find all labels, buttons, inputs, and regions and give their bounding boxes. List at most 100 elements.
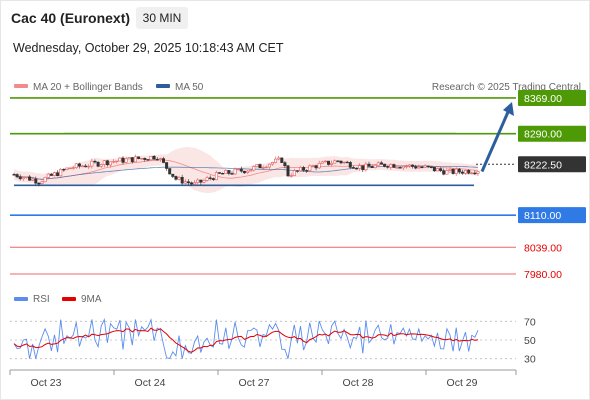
candle-body — [183, 181, 187, 184]
ma9-legend-swatch — [62, 297, 76, 301]
candle-body — [87, 165, 91, 168]
candle-body — [34, 178, 38, 184]
candle-body — [323, 160, 327, 163]
candle-body — [177, 177, 181, 180]
forecast-arrow — [480, 111, 510, 173]
x-tick-label: Oct 24 — [135, 377, 166, 389]
candle-body — [246, 170, 250, 174]
ma50-legend-label: MA 50 — [175, 82, 204, 93]
candle-body — [336, 160, 340, 162]
candle-body — [367, 163, 371, 167]
candle-body — [392, 164, 396, 168]
candle-body — [423, 165, 427, 168]
rsi-legend-label: RSI — [33, 294, 50, 305]
ma9-legend-label: 9MA — [81, 294, 102, 305]
candle-body — [81, 165, 85, 168]
timeframe-badge[interactable]: 30 MIN — [136, 7, 188, 29]
candle-body — [420, 166, 424, 169]
candle-body — [218, 172, 222, 174]
candle-body — [193, 182, 197, 185]
candle-body — [432, 167, 436, 172]
candle-body — [283, 162, 287, 167]
candle-body — [333, 160, 337, 164]
candle-body — [233, 168, 237, 175]
candle-body — [292, 170, 296, 176]
candle-body — [289, 175, 293, 177]
candle-body — [314, 165, 318, 169]
candle-body — [414, 166, 418, 169]
candle-body — [158, 158, 162, 160]
candle-body — [439, 168, 443, 171]
candle-body — [361, 165, 365, 170]
candle-body — [90, 160, 94, 167]
candle-body — [355, 167, 359, 170]
level-badge-resistance — [518, 125, 586, 142]
candle-body — [93, 160, 97, 163]
candle-body — [199, 179, 203, 183]
candle-body — [467, 170, 471, 174]
candle-body — [74, 163, 78, 169]
candle-body — [12, 174, 16, 176]
candle-body — [211, 178, 215, 181]
level-label-resistance: 8290.00 — [524, 129, 562, 141]
candle-body — [127, 157, 131, 160]
candle-body — [370, 166, 374, 168]
candle-body — [149, 156, 153, 161]
candle-body — [43, 177, 47, 183]
candle-body — [379, 162, 383, 165]
candle-body — [286, 165, 290, 177]
bollinger-legend-swatch — [14, 84, 28, 88]
candle-body — [345, 161, 349, 164]
candle-body — [84, 165, 88, 168]
candle-body — [249, 169, 253, 172]
price-plot — [12, 132, 480, 193]
candle-body — [52, 172, 56, 176]
rsi-tick-label: 30 — [524, 354, 536, 366]
candle-body — [376, 162, 380, 166]
credit-text: Research © 2025 Trading Central — [432, 82, 581, 93]
candle-body — [109, 161, 113, 166]
candle-body — [190, 182, 194, 185]
candle-body — [65, 167, 69, 171]
forecast-arrow-head — [503, 102, 514, 116]
candle-body — [264, 166, 268, 169]
candle-body — [205, 177, 209, 181]
candle-body — [305, 170, 309, 172]
candle-body — [429, 166, 433, 168]
candle-body — [351, 167, 355, 169]
level-label-support: 7980.00 — [524, 269, 562, 281]
candle-body — [386, 166, 390, 168]
candle-body — [426, 165, 430, 168]
candle-body — [102, 160, 106, 165]
x-tick-label: Oct 29 — [447, 377, 478, 389]
candle-body — [473, 172, 477, 175]
level-lines: 8369.00 8290.00 8222.50 8110.00 8039.00 7980.… — [10, 90, 586, 281]
datetime-label: Wednesday, October 29, 2025 10:18:43 AM … — [13, 41, 284, 55]
x-tick-label: Oct 27 — [239, 377, 270, 389]
rsi-tick-label: 70 — [524, 316, 536, 328]
candle-body — [208, 177, 212, 179]
candle-body — [221, 173, 225, 175]
candle-body — [68, 167, 72, 170]
level-badge-resistance — [518, 90, 586, 106]
candle-body — [230, 173, 234, 175]
candle-body — [451, 168, 455, 174]
candle-body — [454, 168, 458, 174]
candle-body — [59, 169, 63, 177]
candle-body — [358, 165, 362, 169]
candle-body — [401, 165, 405, 169]
candle-body — [124, 158, 128, 163]
candle-body — [46, 173, 50, 178]
candle-body — [168, 168, 172, 175]
candle-body — [311, 165, 315, 167]
candle-body — [96, 161, 100, 167]
candle-body — [270, 162, 274, 165]
candle-body — [330, 162, 334, 165]
candle-body — [242, 170, 246, 174]
rsi-ma9-line — [13, 327, 479, 353]
candle-body — [214, 172, 218, 181]
candle-body — [295, 170, 299, 172]
candle-body — [24, 176, 28, 178]
candle-body — [115, 160, 119, 163]
candle-body — [342, 161, 346, 164]
